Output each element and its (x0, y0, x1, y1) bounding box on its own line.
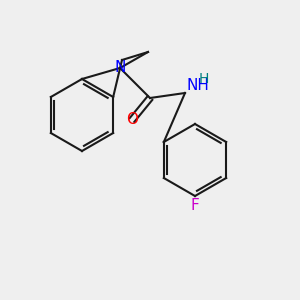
Text: N: N (114, 61, 126, 76)
Text: O: O (126, 112, 138, 128)
Text: F: F (190, 199, 200, 214)
Text: H: H (199, 72, 209, 86)
Text: NH: NH (187, 77, 210, 92)
